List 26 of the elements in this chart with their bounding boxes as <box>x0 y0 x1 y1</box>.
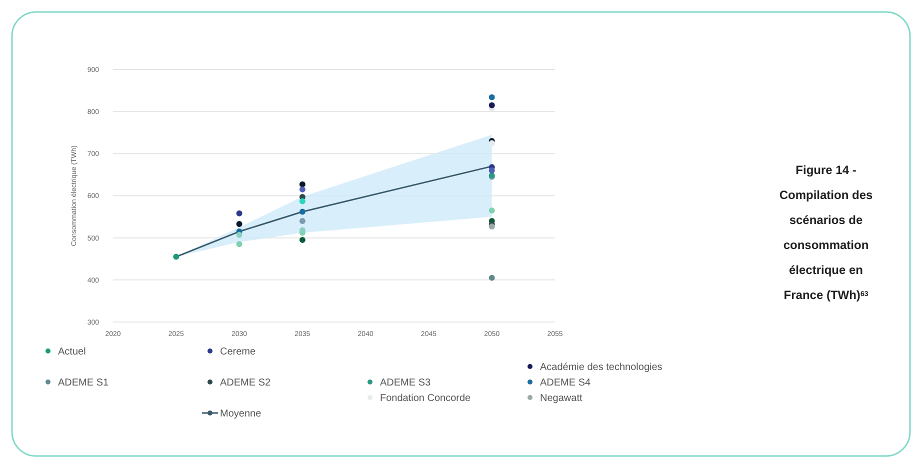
legend-label: Negawatt <box>540 393 582 404</box>
point <box>488 207 495 214</box>
legend-label: ADEME S4 <box>540 378 592 388</box>
point <box>236 210 242 216</box>
legend-label: Moyenne <box>220 408 262 420</box>
legend-label: Actuel <box>58 346 86 358</box>
point <box>299 227 306 234</box>
text: Figure 14 - Compilation des scénarios de consommation électrique en France (TWh)$^{63}$ <box>779 163 873 302</box>
point <box>299 236 306 243</box>
legend-label: ADEME S1 <box>58 378 110 388</box>
point <box>236 220 242 227</box>
point <box>236 232 242 238</box>
point <box>299 186 306 192</box>
point <box>488 102 495 108</box>
legend-label: Académie des technologies <box>540 362 662 373</box>
point <box>299 181 306 188</box>
legend-label: ADEME S2 <box>220 378 272 388</box>
point <box>488 274 495 281</box>
legend-label: Cereme <box>220 346 256 358</box>
point <box>299 218 306 224</box>
point <box>488 94 495 100</box>
legend-label: ADEME S3 <box>380 378 432 388</box>
point <box>236 241 242 248</box>
legend-label: Fondation Concorde <box>380 393 472 404</box>
point <box>488 168 495 174</box>
point <box>299 198 306 204</box>
